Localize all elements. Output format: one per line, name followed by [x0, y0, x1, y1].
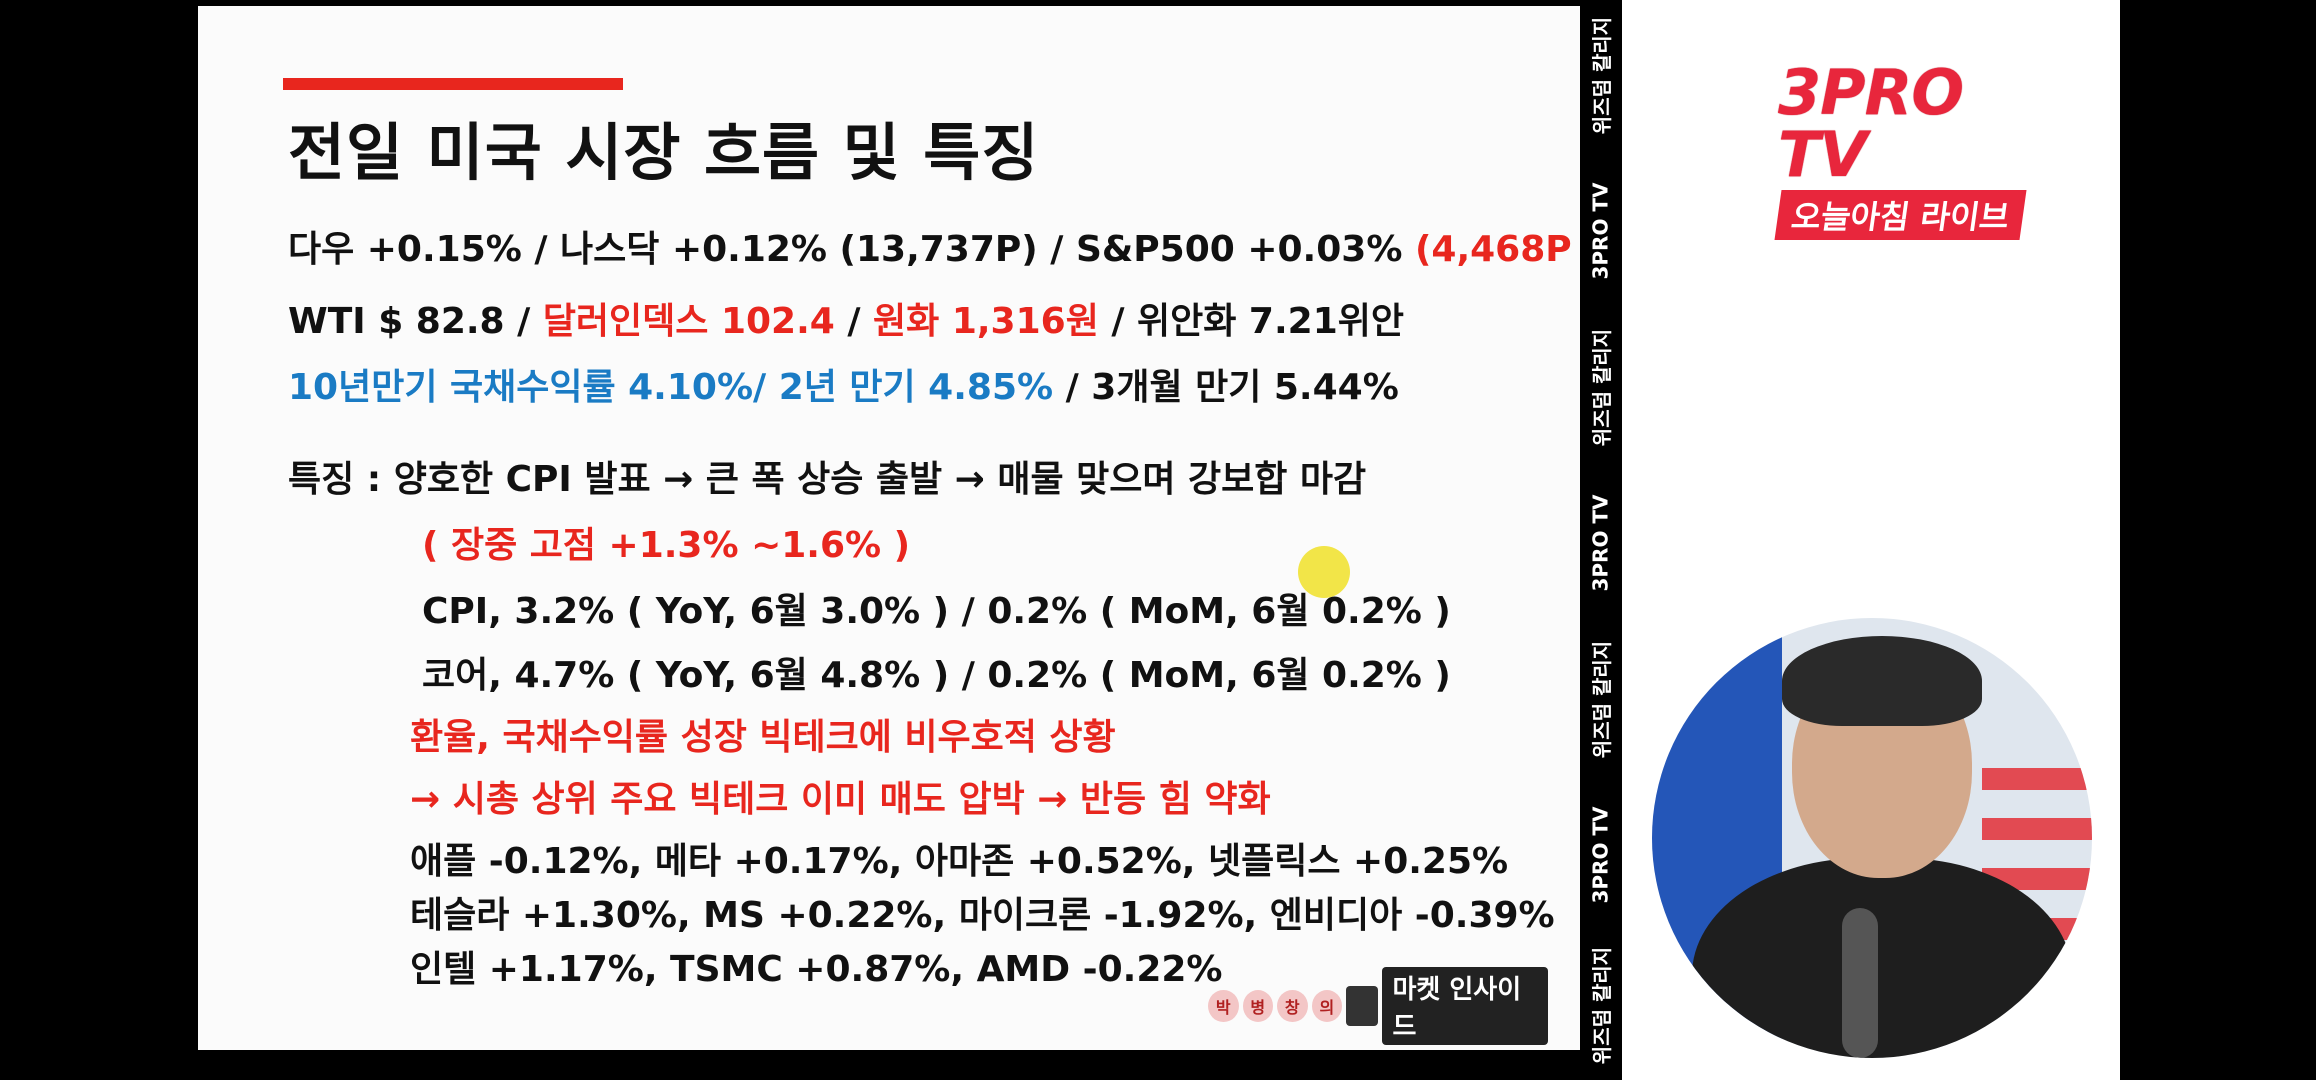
channel-strip: 위즈덤 칼리지 3PRO TV 위즈덤 칼리지 3PRO TV 위즈덤 칼리지 …	[1580, 0, 1622, 1080]
presenter-camera	[1652, 618, 2092, 1058]
title-accent-bar	[283, 78, 623, 90]
laser-pointer	[1298, 546, 1350, 598]
cpi-line: CPI, 3.2% ( YoY, 6월 3.0% ) / 0.2% ( MoM,…	[422, 591, 1451, 632]
strip-item: 3PRO TV	[1589, 806, 1613, 904]
fx-yield-note: 환율, 국채수익률 성장 빅테크에 비우호적 상황	[410, 717, 1116, 758]
treasury-yield-line: 10년만기 국채수익률 4.10%/ 2년 만기 4.85% / 3개월 만기 …	[288, 367, 1399, 408]
right-letterbox	[2120, 0, 2316, 1080]
channel-logo: 3PRO TV 오늘아침 라이브	[1774, 62, 2068, 240]
presenter-body	[1692, 858, 2072, 1058]
microphone-icon	[1842, 908, 1878, 1058]
index-line: 다우 +0.15% / 나스닥 +0.12% (13,737P) / S&P50…	[288, 229, 1601, 270]
market-inside-logo: 박 병 창 의 마켓 인사이드	[1208, 967, 1548, 1045]
strip-item: 위즈덤 칼리지	[1590, 640, 1615, 758]
core-cpi-line: 코어, 4.7% ( YoY, 6월 4.8% ) / 0.2% ( MoM, …	[422, 655, 1451, 696]
bigtech-note: → 시총 상위 주요 빅테크 이미 매도 압박 → 반등 힘 약화	[410, 779, 1271, 820]
stocks-line-1: 애플 -0.12%, 메타 +0.17%, 아마존 +0.52%, 넷플릭스 +…	[410, 841, 1509, 882]
presenter-hair	[1782, 636, 1982, 726]
presenter-face-icon	[1346, 986, 1379, 1026]
strip-item: 위즈덤 칼리지	[1590, 946, 1615, 1064]
commodity-fx-line: WTI $ 82.8 / 달러인덱스 102.4 / 원화 1,316원 / 위…	[288, 301, 1404, 342]
strip-item: 위즈덤 칼리지	[1590, 16, 1615, 134]
stocks-line-3: 인텔 +1.17%, TSMC +0.87%, AMD -0.22%	[410, 949, 1223, 990]
slide-title: 전일 미국 시장 흐름 및 특징	[288, 116, 1040, 189]
strip-item: 3PRO TV	[1589, 494, 1613, 592]
strip-item: 3PRO TV	[1589, 182, 1613, 280]
feature-line: 특징 : 양호한 CPI 발표 → 큰 폭 상승 출발 → 매물 맞으며 강보합…	[288, 459, 1367, 500]
stocks-line-2: 테슬라 +1.30%, MS +0.22%, 마이크론 -1.92%, 엔비디아…	[410, 895, 1555, 936]
presentation-slide: 전일 미국 시장 흐름 및 특징 다우 +0.15% / 나스닥 +0.12% …	[198, 6, 1601, 1050]
strip-item: 위즈덤 칼리지	[1590, 328, 1615, 446]
intraday-high-note: ( 장중 고점 +1.3% ~1.6% )	[422, 525, 911, 566]
